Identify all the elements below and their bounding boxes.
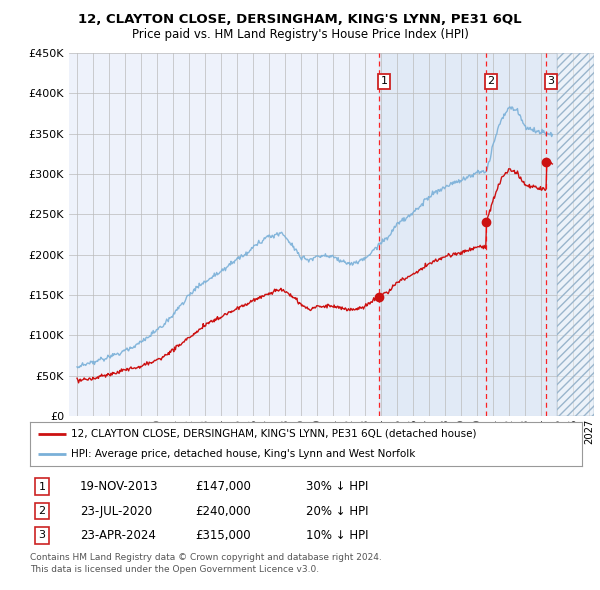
Text: 23-APR-2024: 23-APR-2024 xyxy=(80,529,155,542)
Text: 1: 1 xyxy=(380,76,388,86)
Bar xyxy=(557,53,594,416)
Text: Contains HM Land Registry data © Crown copyright and database right 2024.: Contains HM Land Registry data © Crown c… xyxy=(30,553,382,562)
Text: This data is licensed under the Open Government Licence v3.0.: This data is licensed under the Open Gov… xyxy=(30,565,319,573)
Text: 2: 2 xyxy=(38,506,46,516)
Text: 2: 2 xyxy=(487,76,494,86)
Text: 3: 3 xyxy=(38,530,46,540)
Text: 10% ↓ HPI: 10% ↓ HPI xyxy=(306,529,368,542)
Bar xyxy=(379,53,594,416)
Text: 12, CLAYTON CLOSE, DERSINGHAM, KING'S LYNN, PE31 6QL: 12, CLAYTON CLOSE, DERSINGHAM, KING'S LY… xyxy=(78,13,522,26)
Text: £315,000: £315,000 xyxy=(196,529,251,542)
Text: HPI: Average price, detached house, King's Lynn and West Norfolk: HPI: Average price, detached house, King… xyxy=(71,449,416,459)
Text: £147,000: £147,000 xyxy=(196,480,251,493)
Text: 30% ↓ HPI: 30% ↓ HPI xyxy=(306,480,368,493)
Text: 19-NOV-2013: 19-NOV-2013 xyxy=(80,480,158,493)
Text: 1: 1 xyxy=(38,482,46,491)
Bar xyxy=(557,53,594,416)
Text: 3: 3 xyxy=(548,76,554,86)
Text: 23-JUL-2020: 23-JUL-2020 xyxy=(80,504,152,517)
Text: 12, CLAYTON CLOSE, DERSINGHAM, KING'S LYNN, PE31 6QL (detached house): 12, CLAYTON CLOSE, DERSINGHAM, KING'S LY… xyxy=(71,429,477,439)
Text: Price paid vs. HM Land Registry's House Price Index (HPI): Price paid vs. HM Land Registry's House … xyxy=(131,28,469,41)
Text: 20% ↓ HPI: 20% ↓ HPI xyxy=(306,504,368,517)
Text: £240,000: £240,000 xyxy=(196,504,251,517)
